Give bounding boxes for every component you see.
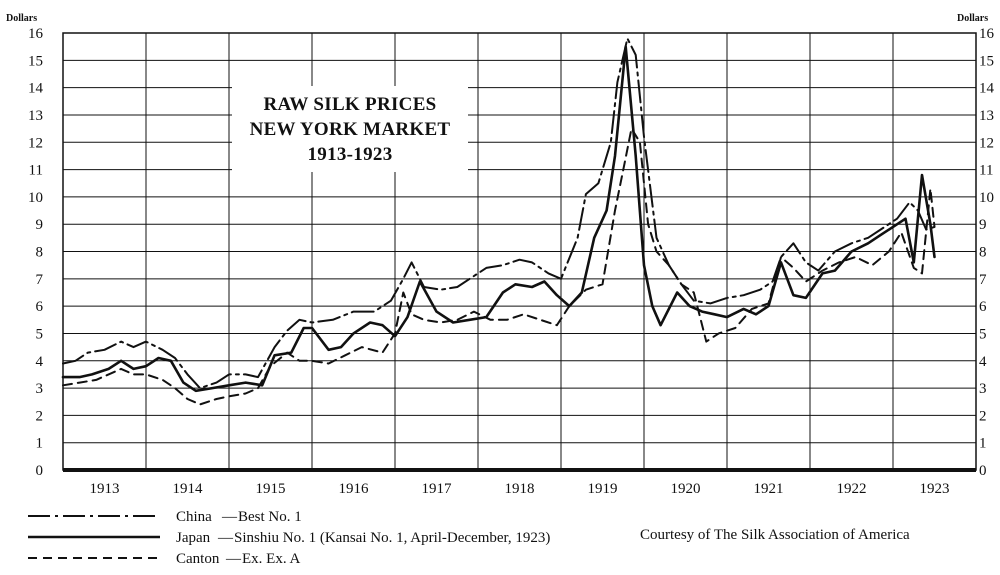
y-tick-label-left: 13	[28, 108, 43, 124]
y-tick-label-left: 10	[28, 190, 43, 206]
y-tick-label-right: 3	[979, 381, 987, 397]
y-tick-label-left: 1	[36, 436, 44, 452]
x-tick-label-year: 1916	[339, 481, 370, 497]
y-tick-label-right: 14	[979, 81, 995, 97]
x-tick-label-year: 1918	[505, 481, 535, 497]
y-tick-label-left: 0	[36, 463, 44, 479]
legend: China — Best No. 1 Japan — Sinshiu No. 1…	[28, 509, 550, 567]
y-tick-label-right: 4	[979, 354, 987, 370]
legend-label-japan-name: Japan	[176, 530, 211, 546]
y-tick-label-right: 10	[979, 190, 994, 206]
series-lines	[61, 37, 936, 406]
y-tick-label-right: 11	[979, 163, 993, 179]
series-line-japan	[61, 45, 936, 393]
legend-label-japan-dash: —	[217, 530, 234, 546]
y-tick-label-left: 4	[36, 354, 44, 370]
source-credit: Courtesy of The Silk Association of Amer…	[640, 527, 910, 543]
y-tick-label-right: 7	[979, 272, 987, 288]
y-tick-label-right: 15	[979, 53, 994, 69]
x-tick-label-year: 1913	[90, 481, 120, 497]
legend-item-canton: Canton — Ex. Ex. A	[28, 551, 300, 567]
y-tick-label-left: 14	[28, 81, 44, 97]
y-tick-label-left: 6	[36, 299, 44, 315]
legend-label-canton-name: Canton	[176, 551, 220, 567]
x-tick-label-year: 1920	[671, 481, 701, 497]
plot-frame	[62, 32, 977, 472]
left-axis-unit-label: Dollars	[6, 13, 37, 24]
legend-label-china-dash: —	[221, 509, 238, 525]
y-tick-label-left: 2	[36, 408, 44, 424]
chart-title-box: RAW SILK PRICES NEW YORK MARKET 1913-192…	[232, 86, 468, 172]
y-tick-label-right: 13	[979, 108, 994, 124]
y-tick-label-left: 16	[28, 26, 44, 42]
series-line-canton	[62, 127, 936, 406]
legend-label-canton-dash: —	[225, 551, 242, 567]
y-tick-label-right: 8	[979, 245, 987, 261]
x-tick-label-year: 1923	[920, 481, 950, 497]
x-tick-label-year: 1922	[837, 481, 867, 497]
y-tick-label-right: 5	[979, 326, 987, 342]
x-axis-year-labels: 1913 1914 1915 1916 1917 1918 1919 1920 1921 1922…	[90, 481, 950, 497]
y-tick-label-left: 12	[28, 135, 43, 151]
chart-title-line-2: NEW YORK MARKET	[250, 119, 451, 140]
y-tick-label-left: 3	[36, 381, 44, 397]
legend-label-china-grade: Best No. 1	[238, 509, 302, 525]
x-tick-label-year: 1919	[588, 481, 618, 497]
y-tick-label-right: 16	[979, 26, 995, 42]
x-tick-label-year: 1915	[256, 481, 286, 497]
right-axis-unit-label: Dollars	[957, 13, 988, 24]
legend-label-china-name: China	[176, 509, 212, 525]
y-tick-label-left: 7	[36, 272, 44, 288]
x-tick-label-year: 1921	[754, 481, 784, 497]
legend-label-japan-grade: Sinshiu No. 1 (Kansai No. 1, April-Decem…	[234, 530, 550, 546]
y-tick-label-left: 5	[36, 326, 44, 342]
chart-title-line-3: 1913-1923	[307, 144, 392, 165]
y-tick-label-left: 11	[29, 163, 43, 179]
legend-label-canton-grade: Ex. Ex. A	[242, 551, 300, 567]
title-background	[232, 86, 468, 172]
y-tick-label-left: 9	[36, 217, 44, 233]
y-tick-label-right: 12	[979, 135, 994, 151]
x-tick-label-year: 1914	[173, 481, 204, 497]
y-tick-label-right: 6	[979, 299, 987, 315]
series-line-china	[62, 37, 936, 390]
grid	[63, 32, 976, 470]
y-tick-label-left: 15	[28, 53, 43, 69]
y-tick-label-right: 1	[979, 436, 987, 452]
legend-item-japan: Japan — Sinshiu No. 1 (Kansai No. 1, Apr…	[28, 530, 550, 546]
legend-item-china: China — Best No. 1	[28, 509, 302, 525]
y-tick-label-right: 9	[979, 217, 987, 233]
y-tick-label-right: 2	[979, 408, 987, 424]
y-tick-label-right: 0	[979, 463, 987, 479]
chart-title-line-1: RAW SILK PRICES	[263, 94, 436, 115]
y-tick-label-left: 8	[36, 245, 44, 261]
x-tick-label-year: 1917	[422, 481, 453, 497]
